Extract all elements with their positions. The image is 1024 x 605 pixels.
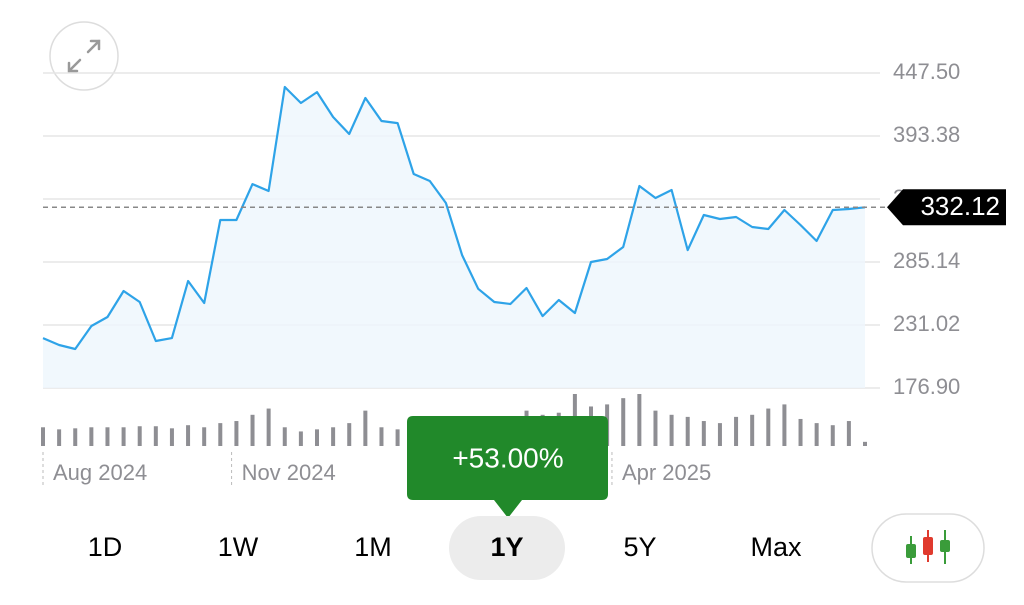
volume-bar bbox=[282, 427, 287, 446]
change-label: +53.00% bbox=[452, 442, 563, 473]
volume-bar bbox=[717, 423, 722, 446]
volume-bar bbox=[766, 408, 771, 446]
volume-bar bbox=[701, 421, 706, 446]
volume-bar bbox=[782, 404, 787, 446]
volume-bar bbox=[41, 427, 45, 446]
volume-bar bbox=[89, 427, 94, 446]
volume-bar bbox=[637, 394, 642, 446]
expand-icon bbox=[67, 39, 101, 73]
volume-bar bbox=[347, 423, 352, 446]
y-tick-label: 231.02 bbox=[893, 311, 960, 336]
volume-bar bbox=[379, 427, 384, 446]
last-price-label: 332.12 bbox=[920, 191, 1000, 221]
range-selected-pill bbox=[449, 516, 565, 580]
x-tick-label: Apr 2025 bbox=[622, 460, 711, 485]
y-tick-label: 285.14 bbox=[893, 248, 960, 273]
range-button[interactable]: 1W bbox=[218, 532, 259, 562]
volume-bar bbox=[363, 410, 368, 446]
volume-bar bbox=[846, 421, 851, 446]
price-line bbox=[42, 85, 866, 351]
volume-bar bbox=[814, 423, 819, 446]
change-tooltip bbox=[407, 416, 608, 518]
last-price-badge bbox=[887, 189, 1006, 226]
volume-bar bbox=[621, 398, 626, 446]
y-tick-label: 447.50 bbox=[893, 59, 960, 84]
volume-bar bbox=[331, 427, 336, 446]
volume-bar bbox=[830, 425, 835, 446]
volume-bar bbox=[653, 410, 658, 446]
range-button[interactable]: Max bbox=[750, 532, 802, 562]
x-tick-label: Aug 2024 bbox=[53, 460, 147, 485]
volume-bar bbox=[685, 416, 690, 446]
volume-bar bbox=[266, 408, 271, 446]
volume-bar bbox=[169, 428, 174, 446]
y-tick-label: 393.38 bbox=[893, 122, 960, 147]
volume-bar bbox=[202, 427, 207, 446]
range-button[interactable]: 1D bbox=[88, 532, 123, 562]
volume-bar bbox=[105, 427, 110, 446]
range-button[interactable]: 1M bbox=[354, 532, 392, 562]
volume-bar bbox=[186, 425, 191, 446]
candlestick-icon bbox=[906, 530, 950, 564]
range-button[interactable]: 1Y bbox=[490, 532, 523, 562]
volume-bar bbox=[669, 414, 674, 446]
expand-button[interactable] bbox=[49, 21, 119, 91]
volume-bar bbox=[315, 429, 319, 446]
volume-bar bbox=[395, 429, 400, 446]
range-button[interactable]: 5Y bbox=[623, 532, 656, 562]
volume-bar bbox=[234, 421, 239, 446]
volume-bar bbox=[121, 427, 126, 446]
y-tick-label: 176.90 bbox=[893, 374, 960, 399]
volume-bar bbox=[863, 441, 867, 446]
volume-bar bbox=[218, 423, 223, 446]
volume-bar bbox=[153, 426, 158, 446]
volume-bar bbox=[798, 418, 803, 446]
volume-bar bbox=[298, 431, 303, 446]
area bbox=[43, 87, 865, 388]
volume-bar bbox=[250, 414, 255, 446]
volume-bar bbox=[57, 429, 62, 446]
volume-bar bbox=[734, 416, 739, 446]
volume-bar bbox=[750, 414, 755, 446]
x-tick-label: Nov 2024 bbox=[242, 460, 336, 485]
volume-bar bbox=[137, 426, 142, 446]
volume-bar bbox=[73, 428, 78, 446]
